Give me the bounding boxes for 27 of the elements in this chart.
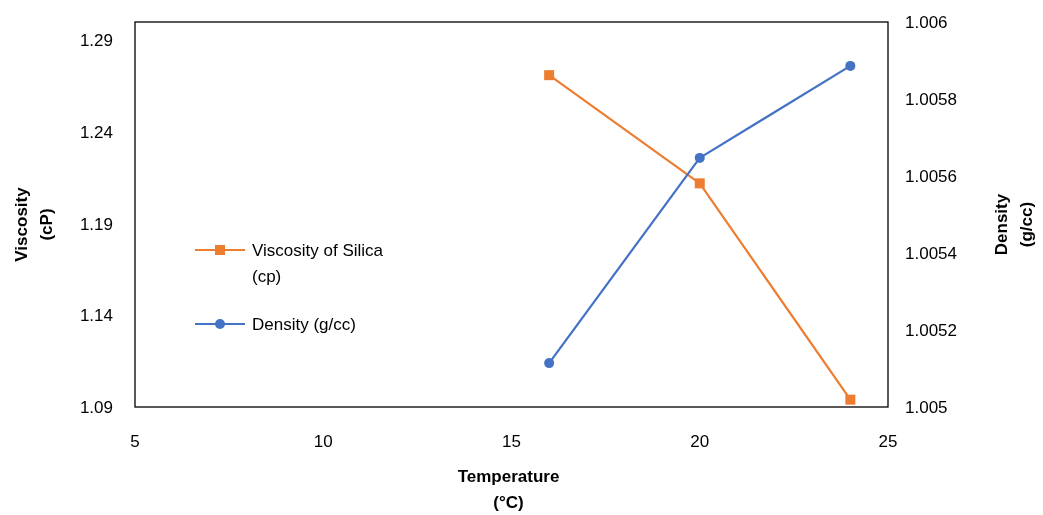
- x-tick-label: 25: [878, 432, 898, 451]
- y2-axis-title: Density (g/cc): [992, 193, 1036, 256]
- x-axis-title: Temperature (°C): [457, 467, 560, 512]
- y-tick-label: 1.19: [79, 214, 113, 234]
- legend-label: Viscosity of Silica (cp): [252, 241, 384, 286]
- point: [845, 394, 856, 405]
- y2-tick-label: 1.0056: [905, 167, 957, 186]
- point: [694, 178, 705, 189]
- point: [845, 60, 856, 71]
- x-tick-label: 10: [313, 432, 333, 451]
- y-tick-label: 1.29: [79, 31, 113, 51]
- y2-tick-label: 1.0058: [905, 90, 957, 109]
- point: [544, 70, 555, 81]
- y2-tick-label: 1.0054: [905, 244, 957, 263]
- y-tick-label: 1.24: [79, 123, 113, 142]
- point: [544, 358, 555, 369]
- x-tick-label: 5: [130, 432, 140, 451]
- x-tick-label: 15: [502, 432, 521, 451]
- y2-tick-label: 1.006: [905, 13, 948, 32]
- y2-tick-label: 1.005: [905, 398, 948, 417]
- point: [694, 152, 705, 163]
- y-axis-title: Viscosity (cP): [12, 186, 56, 262]
- y-tick-label: 1.09: [79, 398, 113, 417]
- legend-label: Density (g/cc): [252, 315, 356, 334]
- y-tick-label: 1.14: [79, 306, 113, 326]
- x-tick-label: 20: [690, 432, 710, 451]
- y2-tick-label: 1.0052: [905, 321, 957, 340]
